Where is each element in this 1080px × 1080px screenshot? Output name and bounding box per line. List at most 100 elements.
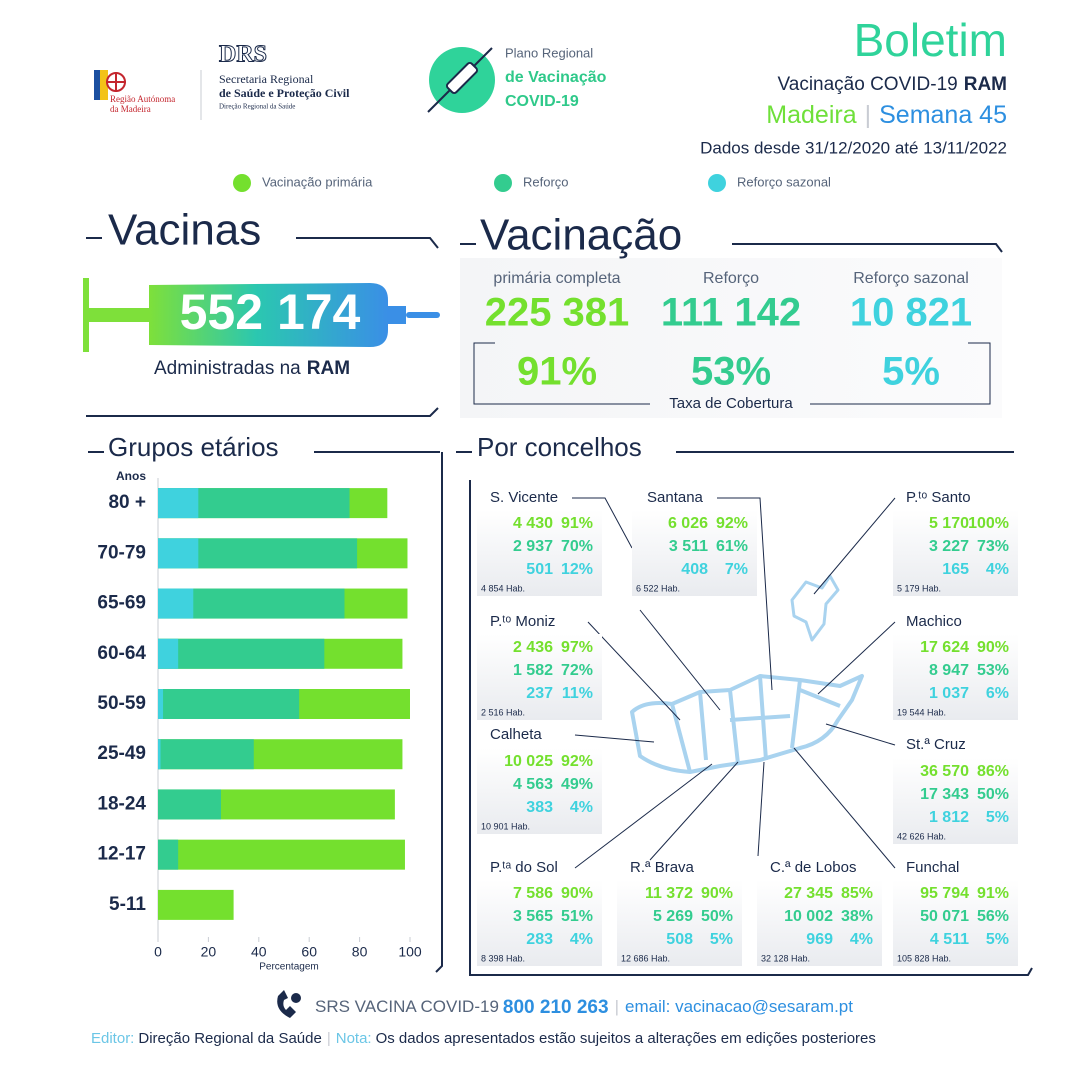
municipality-count: 8 947 (929, 662, 969, 679)
municipality-count: 11 372 (645, 885, 693, 902)
legend-label: Reforço (523, 174, 569, 189)
municipality-population: 4 854 Hab. (481, 583, 525, 593)
footer-line: SRS VACINA COVID-19 800 210 263 | email: va… (315, 997, 853, 1018)
municipality-box (632, 510, 757, 596)
x-tick-label: 40 (251, 944, 267, 960)
y-tick-label: 70-79 (97, 542, 146, 563)
stat-count: 111 142 (661, 291, 801, 335)
municipality-coverage: 61% (716, 538, 748, 555)
bar (158, 689, 300, 719)
stat-label: primária completa (493, 270, 620, 287)
municipality-coverage: 85% (841, 885, 873, 902)
municipality-population: 8 398 Hab. (481, 953, 525, 963)
stat-coverage: 5% (882, 350, 940, 394)
period: Dados desde 31/12/2020 até 13/11/2022 (700, 138, 1007, 157)
municipality-count: 508 (666, 931, 693, 948)
bar (158, 538, 199, 569)
bracket (810, 342, 991, 405)
municipality-box (893, 510, 1018, 596)
title: Boletim (854, 14, 1007, 66)
bar (158, 789, 221, 820)
municipality-population: 2 516 Hab. (481, 707, 525, 717)
section-title: Vacinação (480, 211, 682, 260)
subtitle: Vacinação COVID-19 RAM (777, 74, 1007, 95)
municipality-count: 50 071 (920, 908, 969, 925)
plano: Plano Regional (505, 45, 593, 60)
municipality-count: 6 026 (668, 515, 708, 532)
subtitle-bold: RAM (964, 74, 1007, 95)
section-title: Por concelhos (477, 432, 642, 462)
x-tick-label: 80 (352, 944, 368, 960)
footer-note: Editor: Direção Regional da Saúde | Nota: Os… (91, 1030, 876, 1047)
municipality-name: R.ª Brava (630, 859, 695, 876)
municipality-name: St.ª Cruz (906, 736, 966, 753)
municipality-box (477, 880, 602, 966)
map (630, 574, 864, 774)
municipality-coverage: 100% (968, 515, 1009, 532)
municipality-coverage: 6% (986, 685, 1009, 702)
section-rule (86, 407, 439, 417)
bar (158, 638, 325, 669)
place: Madeira (766, 101, 856, 129)
municipality-coverage: 4% (850, 931, 873, 948)
bar (158, 689, 164, 719)
municipality-box (893, 758, 1018, 844)
legend-label: Reforço sazonal (737, 174, 831, 189)
municipality-coverage: 50% (701, 908, 733, 925)
plano-logo (427, 47, 495, 113)
bracket (473, 342, 650, 405)
municipality-coverage: 50% (977, 786, 1009, 803)
municipality-coverage: 56% (977, 908, 1009, 925)
municipality-coverage: 90% (701, 885, 733, 902)
municipality-box (893, 634, 1018, 720)
municipality-count: 1 037 (929, 685, 969, 702)
municipality-count: 3 511 (669, 538, 708, 555)
bar (158, 839, 179, 870)
editor: Direção Regional da Saúde (138, 1030, 321, 1047)
municipality-count: 27 345 (784, 885, 833, 902)
municipality-name: Calheta (490, 726, 542, 743)
municipality-count: 3 227 (929, 538, 969, 555)
municipality-count: 383 (526, 799, 553, 816)
municipality-box (477, 748, 602, 834)
municipality-coverage: 92% (561, 753, 593, 770)
municipality-count: 7 586 (513, 885, 553, 902)
coverage-label: Taxa de Cobertura (669, 395, 793, 412)
municipality-coverage: 38% (841, 908, 873, 925)
municipality-count: 283 (526, 931, 553, 948)
municipality-coverage: 11% (562, 685, 593, 702)
municipality-coverage: 4% (570, 931, 593, 948)
note: Os dados apresentados estão sujeitos a a… (376, 1030, 876, 1047)
y-axis-title: Anos (116, 469, 146, 483)
municipality-count: 95 794 (920, 885, 969, 902)
vaccines-caption: Administradas na RAM (154, 358, 350, 379)
bar (158, 739, 254, 770)
municipality-coverage: 92% (716, 515, 748, 532)
municipality-count: 1 582 (513, 662, 553, 679)
heading-rule (296, 237, 439, 249)
municipality-name: P.ᵗᵒ Moniz (490, 613, 555, 630)
y-tick-label: 50-59 (97, 693, 146, 714)
municipality-coverage: 4% (570, 799, 593, 816)
municipality-coverage: 5% (986, 809, 1009, 826)
municipality-population: 6 522 Hab. (636, 583, 680, 593)
region-name: Região Autónoma (110, 94, 175, 104)
legend-marker (494, 174, 512, 192)
separator: | (615, 997, 619, 1016)
municipality-count: 2 436 (513, 639, 553, 656)
municipality-coverage: 97% (561, 639, 593, 656)
bar (158, 488, 199, 519)
municipality-coverage: 12% (561, 561, 593, 578)
y-tick-label: 5-11 (109, 894, 146, 915)
bar (158, 588, 194, 619)
section-rule (435, 452, 443, 973)
x-tick-label: 0 (154, 944, 162, 960)
legend-label: Vacinação primária (262, 174, 373, 189)
legend: Vacinação primária Reforço Reforço sazonal (233, 174, 831, 192)
municipality-coverage: 5% (986, 931, 1009, 948)
section-rule (469, 480, 1033, 976)
municipality-coverage: 90% (977, 639, 1009, 656)
y-tick-label: 60-64 (97, 643, 146, 664)
